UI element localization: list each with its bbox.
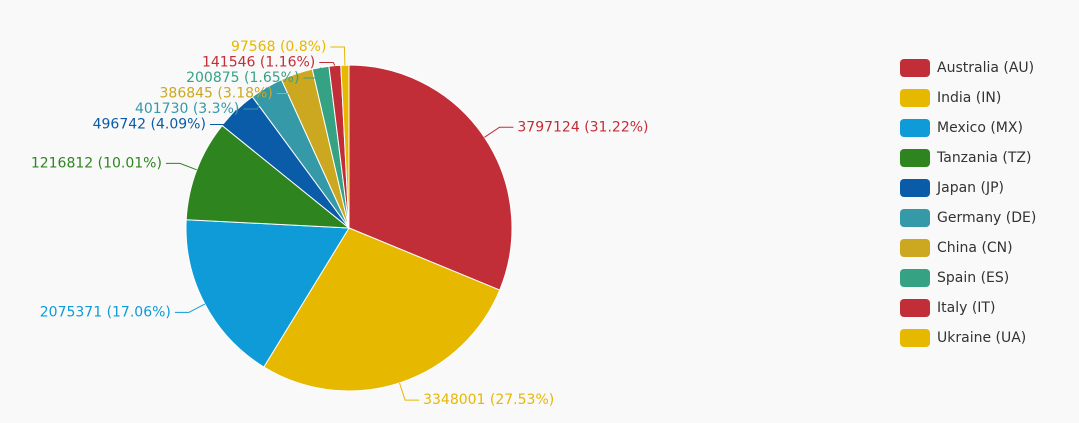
legend-swatch — [900, 299, 930, 317]
pie-slice — [263, 227, 501, 392]
data-label: 386845 (3.18%) — [160, 86, 273, 102]
leader-line — [303, 67, 322, 79]
legend-swatch — [900, 269, 930, 287]
data-label: 1216812 (10.01%) — [31, 155, 162, 171]
legend-swatch — [900, 119, 930, 137]
legend-label: Tanzania (TZ) — [936, 150, 1031, 166]
legend-label: Spain (ES) — [937, 270, 1009, 286]
data-label: 2075371 (17.06%) — [40, 304, 171, 320]
legend-swatch — [900, 179, 930, 197]
data-label: 401730 (3.3%) — [135, 101, 239, 117]
pie-slice — [185, 219, 350, 368]
leader-line — [174, 303, 206, 313]
legend-swatch — [900, 59, 930, 77]
legend-label: Italy (IT) — [937, 300, 995, 316]
leader-line — [330, 46, 346, 66]
legend-swatch — [900, 209, 930, 227]
leader-line — [319, 62, 336, 66]
legend-label: India (IN) — [937, 90, 1001, 106]
legend-swatch — [900, 149, 930, 167]
data-label: 97568 (0.8%) — [231, 39, 326, 55]
legend-swatch — [900, 329, 930, 347]
legend-label: China (CN) — [937, 240, 1013, 256]
data-label: 496742 (4.09%) — [93, 117, 206, 133]
legend-label: Ukraine (UA) — [937, 330, 1026, 346]
legend-label: Germany (DE) — [937, 210, 1036, 226]
legend-swatch — [900, 89, 930, 107]
pie-slice — [340, 64, 350, 229]
legend-swatch — [900, 239, 930, 257]
legend-label: Mexico (MX) — [937, 120, 1023, 136]
pie-slice — [348, 64, 513, 291]
leader-line — [165, 162, 197, 171]
leader-line — [243, 87, 267, 110]
data-label: 200875 (1.65%) — [186, 70, 299, 86]
legend-label: Japan (JP) — [936, 180, 1004, 196]
data-label: 3348001 (27.53%) — [423, 392, 554, 408]
leader-line — [209, 109, 237, 126]
data-label: 141546 (1.16%) — [202, 55, 315, 71]
leader-line — [399, 382, 420, 401]
legend-label: Australia (AU) — [937, 60, 1034, 76]
leader-line — [276, 73, 298, 95]
leader-line — [484, 126, 514, 138]
data-label: 3797124 (31.22%) — [517, 119, 648, 135]
